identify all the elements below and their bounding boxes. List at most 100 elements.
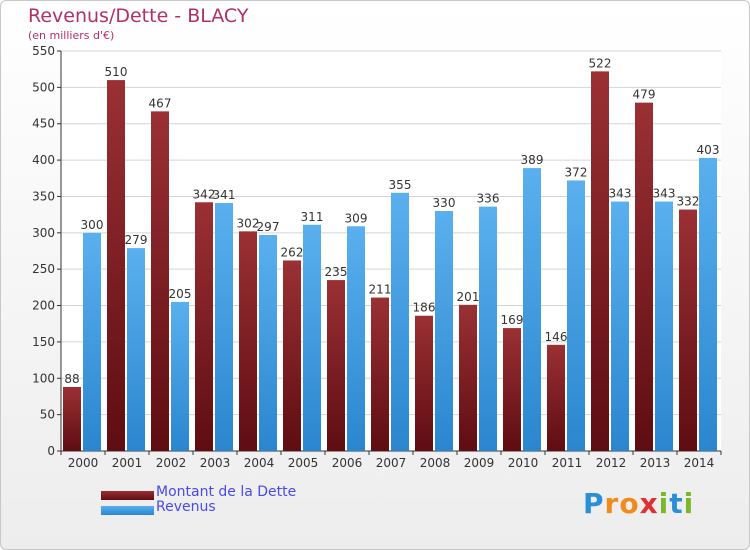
data-label-revenus: 403 — [697, 143, 720, 157]
bar-revenus — [435, 211, 453, 451]
bar-revenus — [303, 224, 321, 451]
x-tick-label: 2009 — [464, 456, 495, 470]
data-label-dette: 342 — [193, 187, 216, 201]
data-label-dette: 332 — [677, 195, 700, 209]
y-tick-label: 50 — [40, 408, 55, 422]
x-tick-label: 2014 — [684, 456, 715, 470]
bar-dette — [459, 304, 477, 451]
logo-letter: o — [619, 487, 640, 520]
data-label-dette: 467 — [149, 96, 172, 110]
chart-subtitle: (en milliers d'€) — [28, 29, 115, 42]
x-tick-label: 2012 — [596, 456, 627, 470]
data-label-revenus: 355 — [389, 178, 412, 192]
logo-letter: i — [658, 487, 670, 520]
bar-dette — [503, 328, 521, 451]
legend-swatch-revenus — [101, 506, 154, 515]
bar-dette — [635, 102, 653, 452]
bar-dette — [591, 71, 609, 451]
x-tick-label: 2005 — [288, 456, 319, 470]
bar-revenus — [127, 248, 145, 451]
data-label-revenus: 311 — [301, 210, 324, 224]
data-label-revenus: 309 — [345, 211, 368, 225]
data-label-dette: 201 — [457, 290, 480, 304]
bar-revenus — [391, 192, 409, 451]
x-tick-label: 2007 — [376, 456, 407, 470]
data-label-dette: 479 — [633, 88, 656, 102]
bar-dette — [151, 111, 169, 451]
data-label-revenus: 372 — [565, 165, 588, 179]
legend-label-revenus: Revenus — [156, 499, 216, 515]
logo-letter: P — [583, 487, 605, 520]
y-tick-label: 400 — [32, 153, 55, 167]
data-label-revenus: 297 — [257, 220, 280, 234]
chart-title: Revenus/Dette - BLACY — [28, 5, 249, 27]
bar-revenus — [523, 168, 541, 451]
data-label-dette: 262 — [281, 245, 304, 259]
bar-dette — [371, 297, 389, 451]
y-tick-label: 150 — [32, 335, 55, 349]
data-label-revenus: 205 — [169, 287, 192, 301]
legend-label-dette: Montant de la Dette — [156, 484, 297, 500]
x-tick-label: 2008 — [420, 456, 451, 470]
data-label-dette: 186 — [413, 301, 436, 315]
logo-letter: r — [604, 487, 620, 520]
data-label-dette: 302 — [237, 216, 260, 230]
logo-letter: x — [639, 487, 659, 520]
bar-revenus — [611, 201, 629, 451]
data-label-dette: 169 — [501, 313, 524, 327]
bar-revenus — [699, 157, 717, 451]
bar-dette — [327, 280, 345, 451]
data-label-revenus: 336 — [477, 192, 500, 206]
bar-revenus — [259, 235, 277, 451]
x-tick-label: 2001 — [112, 456, 143, 470]
bar-revenus — [655, 201, 673, 451]
x-tick-label: 2006 — [332, 456, 363, 470]
bar-revenus — [171, 301, 189, 451]
y-tick-label: 200 — [32, 299, 55, 313]
bar-dette — [415, 315, 433, 451]
bar-revenus — [83, 232, 101, 451]
data-label-revenus: 300 — [81, 218, 104, 232]
logo-letter: t — [669, 487, 684, 520]
x-tick-label: 2002 — [156, 456, 187, 470]
bar-dette — [679, 209, 697, 451]
data-label-dette: 510 — [105, 65, 128, 79]
y-tick-label: 250 — [32, 262, 55, 276]
data-label-revenus: 330 — [433, 196, 456, 210]
data-label-dette: 211 — [369, 283, 392, 297]
data-label-revenus: 389 — [521, 153, 544, 167]
y-tick-label: 550 — [32, 44, 55, 58]
proxiti-logo: Proxiti — [583, 487, 694, 520]
data-label-dette: 88 — [64, 372, 79, 386]
y-tick-label: 0 — [47, 444, 55, 458]
bar-dette — [107, 80, 125, 451]
data-label-revenus: 343 — [653, 187, 676, 201]
y-tick-label: 500 — [32, 80, 55, 94]
data-label-dette: 522 — [589, 56, 612, 70]
bar-dette — [283, 260, 301, 451]
x-tick-label: 2013 — [640, 456, 671, 470]
logo-letter: i — [683, 487, 695, 520]
x-tick-label: 2003 — [200, 456, 231, 470]
data-label-revenus: 279 — [125, 233, 148, 247]
y-tick-label: 300 — [32, 226, 55, 240]
data-label-dette: 235 — [325, 265, 348, 279]
data-label-revenus: 343 — [609, 187, 632, 201]
y-tick-label: 450 — [32, 117, 55, 131]
bar-revenus — [347, 226, 365, 451]
bar-dette — [239, 231, 257, 451]
x-tick-label: 2010 — [508, 456, 539, 470]
x-tick-label: 2004 — [244, 456, 275, 470]
bar-revenus — [479, 206, 497, 451]
x-tick-label: 2011 — [552, 456, 583, 470]
y-tick-label: 100 — [32, 371, 55, 385]
y-tick-label: 350 — [32, 189, 55, 203]
data-label-dette: 146 — [545, 330, 568, 344]
legend-swatch-dette — [101, 491, 154, 500]
bar-revenus — [567, 180, 585, 452]
data-label-revenus: 341 — [213, 188, 236, 202]
bar-revenus — [215, 203, 233, 451]
x-tick-label: 2000 — [68, 456, 99, 470]
